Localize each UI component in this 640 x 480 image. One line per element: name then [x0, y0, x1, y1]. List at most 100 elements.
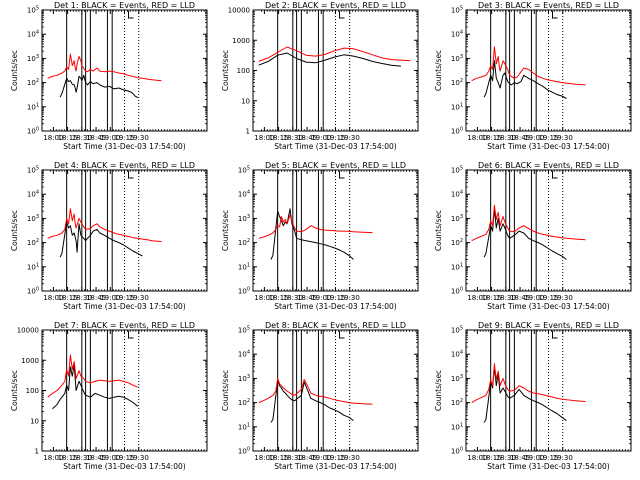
x-tick-label: 19:30	[553, 294, 573, 302]
x-tick-label: 19:15	[114, 294, 134, 302]
x-axis-label: Start Time (31-Dec-03 17:54:00)	[487, 302, 609, 311]
x-tick-label: 18:15	[269, 134, 289, 142]
x-tick-label: 19:00	[100, 294, 120, 302]
x-tick-label: 19:30	[340, 454, 360, 462]
y-tick-label: 103	[27, 54, 39, 63]
x-tick-label: 18:30	[72, 454, 92, 462]
y-tick-label: 102	[451, 238, 463, 247]
y-axis-label: Counts/sec	[434, 50, 443, 91]
x-tick-label: 19:30	[129, 454, 149, 462]
x-tick-label: 19:15	[538, 134, 558, 142]
x-tick-label: 19:00	[311, 134, 331, 142]
y-tick-label: 103	[238, 214, 250, 223]
x-tick-label: 18:15	[482, 454, 502, 462]
panel-title: Det 1: BLACK = Events, RED = LLD	[54, 1, 195, 10]
x-tick-label: 19:30	[340, 134, 360, 142]
x-tick-label: 18:30	[72, 134, 92, 142]
x-tick-label: 19:30	[129, 134, 149, 142]
y-tick-label: 102	[238, 238, 250, 247]
y-tick-label: 102	[27, 78, 39, 87]
series-line-events-black	[270, 380, 354, 423]
series-line-events-black	[483, 366, 567, 423]
y-axis-label: Counts/sec	[221, 370, 230, 411]
y-tick-label: 102	[451, 398, 463, 407]
y-tick-label: 105	[451, 166, 463, 175]
lld-marker	[339, 171, 345, 179]
x-tick-label: 18:45	[510, 454, 530, 462]
panel-det-5: Det 5: BLACK = Events, RED = LLD 100 101 10…	[221, 161, 419, 311]
y-tick-label: 104	[451, 190, 463, 199]
x-axis-label: Start Time (31-Dec-03 17:54:00)	[63, 462, 185, 471]
x-tick-label: 19:00	[311, 294, 331, 302]
series-line-events-black	[258, 52, 401, 67]
series-line-events-black	[483, 60, 567, 99]
panel-det-7: Det 7: BLACK = Events, RED = LLD 1 10 100 10…	[10, 321, 208, 471]
series-line-lld-red	[47, 208, 162, 243]
x-tick-label: 19:15	[325, 294, 345, 302]
y-tick-label: 103	[27, 214, 39, 223]
y-tick-label: 100	[237, 67, 250, 75]
panel-det-1: Det 1: BLACK = Events, RED = LLD 100 101 10…	[10, 1, 208, 151]
series-line-lld-red	[47, 53, 162, 82]
x-tick-label: 18:00	[467, 454, 487, 462]
x-tick-label: 18:30	[283, 294, 303, 302]
x-tick-label: 18:00	[43, 134, 63, 142]
lld-marker	[128, 11, 134, 19]
x-tick-label: 19:30	[553, 454, 573, 462]
x-tick-label: 18:45	[297, 294, 317, 302]
x-tick-label: 18:30	[496, 454, 516, 462]
x-axis-label: Start Time (31-Dec-03 17:54:00)	[487, 462, 609, 471]
x-tick-label: 18:00	[254, 294, 274, 302]
y-tick-label: 1	[246, 128, 250, 136]
y-tick-label: 104	[451, 30, 463, 39]
x-tick-label: 18:00	[254, 454, 274, 462]
y-tick-label: 104	[238, 350, 250, 359]
y-tick-label: 102	[238, 398, 250, 407]
lld-marker	[339, 331, 345, 339]
y-tick-label: 100	[238, 447, 250, 456]
x-tick-label: 19:30	[340, 294, 360, 302]
panel-title: Det 4: BLACK = Events, RED = LLD	[54, 161, 195, 170]
series-line-events-black	[59, 74, 139, 99]
x-axis-label: Start Time (31-Dec-03 17:54:00)	[63, 302, 185, 311]
x-tick-label: 18:15	[482, 134, 502, 142]
y-tick-label: 103	[451, 214, 463, 223]
panel-title: Det 8: BLACK = Events, RED = LLD	[265, 321, 406, 330]
y-axis-label: Counts/sec	[221, 210, 230, 251]
series-line-lld-red	[258, 377, 373, 405]
x-tick-label: 19:30	[553, 134, 573, 142]
panel-det-9: Det 9: BLACK = Events, RED = LLD 100 101 10…	[434, 321, 632, 471]
x-tick-label: 19:15	[538, 294, 558, 302]
x-tick-label: 19:00	[100, 454, 120, 462]
y-tick-label: 100	[26, 387, 39, 395]
y-axis-label: Counts/sec	[10, 210, 19, 251]
panel-title: Det 5: BLACK = Events, RED = LLD	[265, 161, 406, 170]
panel-det-8: Det 8: BLACK = Events, RED = LLD 100 101 10…	[221, 321, 419, 471]
x-axis-label: Start Time (31-Dec-03 17:54:00)	[274, 302, 396, 311]
x-axis-label: Start Time (31-Dec-03 17:54:00)	[63, 142, 185, 151]
series-line-events-black	[59, 221, 143, 258]
x-tick-label: 19:00	[311, 454, 331, 462]
panel-title: Det 7: BLACK = Events, RED = LLD	[54, 321, 195, 330]
y-tick-label: 101	[451, 422, 463, 431]
x-tick-label: 18:30	[496, 134, 516, 142]
x-tick-label: 19:00	[524, 454, 544, 462]
series-line-lld-red	[258, 214, 373, 239]
x-axis-label: Start Time (31-Dec-03 17:54:00)	[487, 142, 609, 151]
y-tick-label: 104	[238, 190, 250, 199]
y-tick-label: 101	[27, 262, 39, 271]
x-tick-label: 18:00	[467, 134, 487, 142]
x-tick-label: 18:45	[86, 454, 106, 462]
y-tick-label: 102	[451, 78, 463, 87]
x-tick-label: 18:15	[58, 134, 78, 142]
y-tick-label: 104	[451, 350, 463, 359]
y-tick-label: 101	[27, 102, 39, 111]
y-tick-label: 100	[451, 127, 463, 136]
y-tick-label: 102	[27, 238, 39, 247]
x-tick-label: 18:15	[269, 294, 289, 302]
panel-title: Det 6: BLACK = Events, RED = LLD	[478, 161, 619, 170]
series-line-events-black	[270, 208, 354, 260]
y-tick-label: 100	[238, 287, 250, 296]
x-tick-label: 18:30	[72, 294, 92, 302]
